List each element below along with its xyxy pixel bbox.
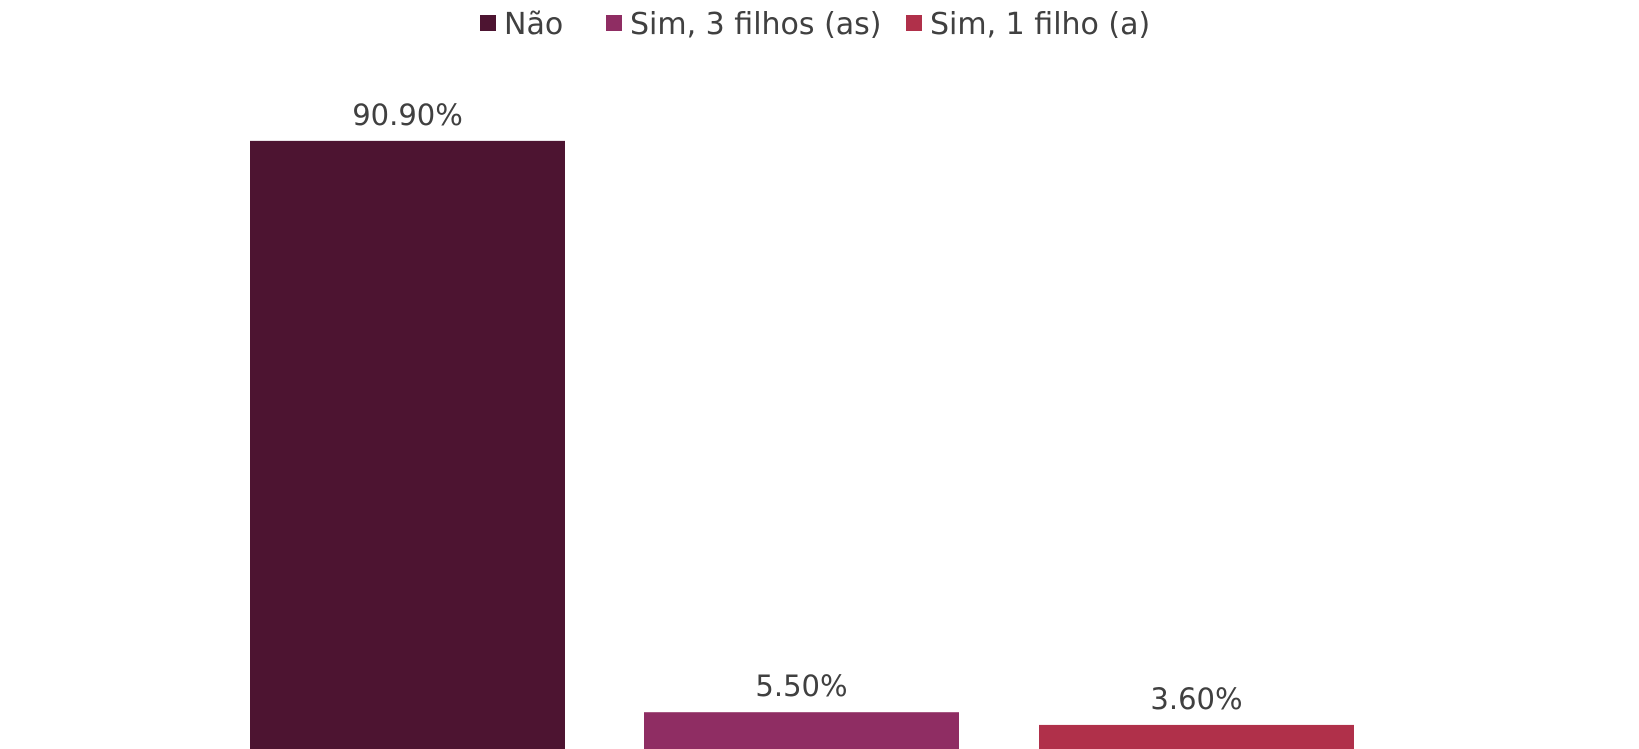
legend-marker-sim-1-filho-a bbox=[906, 15, 922, 31]
data-label-sim-3-filhos-as: 5.50% bbox=[755, 669, 847, 703]
bar-series bbox=[250, 140, 1354, 749]
chart-legend: Não Sim, 3 filhos (as) Sim, 1 filho (a) bbox=[480, 7, 1150, 42]
legend-marker-sim-3-filhos-as bbox=[606, 15, 622, 31]
legend-label-sim-1-filho-a: Sim, 1 filho (a) bbox=[930, 7, 1150, 42]
legend-label-sim-3-filhos-as: Sim, 3 filhos (as) bbox=[630, 7, 881, 42]
legend-label-n-o: Não bbox=[504, 7, 563, 42]
legend-marker-n-o bbox=[480, 15, 496, 31]
data-labels: 90.90% 5.50% 3.60% bbox=[352, 98, 1242, 716]
data-label-sim-1-filho-a: 3.60% bbox=[1150, 682, 1242, 716]
bar-sim-1-filho-a bbox=[1039, 724, 1354, 749]
data-label-n-o: 90.90% bbox=[352, 98, 463, 132]
bar-n-o bbox=[250, 140, 565, 749]
bar-sim-3-filhos-as bbox=[644, 712, 959, 749]
